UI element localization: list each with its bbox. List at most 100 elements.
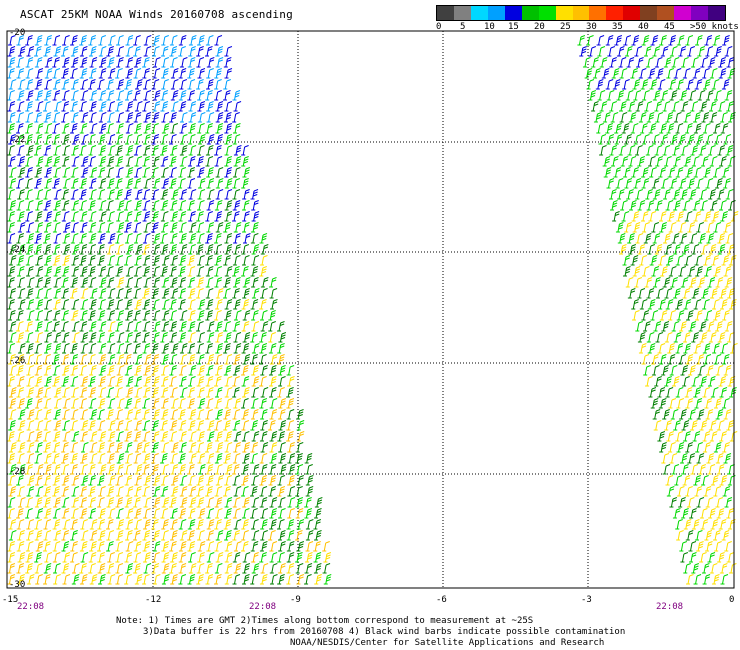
wind-barb (188, 552, 196, 563)
wind-barb (17, 46, 26, 57)
wind-barb (232, 134, 241, 145)
wind-barb (251, 563, 260, 574)
wind-barb (676, 442, 685, 453)
wind-barb (278, 398, 287, 409)
wind-barb (16, 354, 25, 365)
wind-barb (664, 332, 673, 343)
wind-barb (178, 464, 186, 475)
wind-barb (34, 365, 43, 376)
wind-barb (717, 233, 726, 244)
wind-barb (187, 57, 196, 68)
wind-barb (634, 46, 643, 57)
legend-label: 25 (560, 22, 571, 32)
wind-barb (313, 563, 322, 574)
wind-barb (71, 486, 80, 497)
wind-barb (224, 211, 233, 222)
wind-barb (641, 167, 649, 178)
wind-barb (698, 233, 706, 244)
wind-barb (79, 244, 88, 255)
wind-barb (187, 90, 196, 101)
wind-barb (179, 310, 188, 321)
wind-barb (259, 266, 267, 277)
wind-barb (34, 431, 43, 442)
wind-barb (205, 299, 214, 310)
wind-barb (205, 563, 213, 574)
wind-barb (633, 178, 642, 189)
wind-barb (655, 68, 664, 79)
wind-barb (89, 574, 98, 585)
wind-barb (214, 277, 223, 288)
wind-barb (80, 112, 89, 123)
wind-barb (214, 376, 222, 387)
wind-barb (34, 343, 43, 354)
wind-barb (34, 497, 43, 508)
wind-barb (178, 167, 187, 178)
wind-barb (8, 398, 17, 409)
wind-barb (680, 101, 689, 112)
note-line: 3)Data buffer is 22 hrs from 20160708 4)… (143, 627, 626, 637)
wind-barb (658, 167, 667, 178)
wind-barb (16, 453, 25, 464)
wind-barb (726, 420, 735, 431)
wind-barb (16, 123, 24, 134)
wind-barb (637, 244, 646, 255)
wind-barb (722, 310, 730, 321)
wind-barb (232, 508, 241, 519)
wind-barb (43, 365, 52, 376)
wind-barb (205, 145, 214, 156)
wind-barb (188, 376, 196, 387)
wind-barb (52, 508, 61, 519)
legend-label: 35 (612, 22, 623, 32)
wind-barb (223, 343, 231, 354)
wind-barb (26, 365, 35, 376)
wind-barb (26, 431, 35, 442)
wind-barb (151, 442, 159, 453)
wind-barb (17, 288, 26, 299)
wind-barb (637, 288, 646, 299)
wind-barb (169, 145, 178, 156)
wind-barb (7, 145, 15, 156)
wind-barb (251, 321, 260, 332)
wind-barb (637, 332, 646, 343)
legend-swatch (572, 6, 590, 20)
wind-barb (690, 145, 699, 156)
wind-barb (691, 288, 700, 299)
wind-barb (62, 233, 71, 244)
wind-barb (287, 508, 295, 519)
wind-barb (80, 266, 88, 277)
wind-barb (706, 453, 715, 464)
wind-barb (205, 574, 214, 585)
wind-barb (269, 574, 278, 585)
wind-barb (106, 409, 114, 420)
wind-barb (233, 398, 242, 409)
wind-barb (232, 376, 240, 387)
wind-barb (196, 376, 205, 387)
wind-barb (224, 387, 233, 398)
wind-barb (654, 57, 663, 68)
wind-barb (242, 167, 251, 178)
wind-barb (269, 453, 278, 464)
wind-barb (649, 79, 658, 90)
wind-barb (223, 277, 231, 288)
wind-barb (44, 35, 52, 46)
wind-barb (693, 299, 702, 310)
wind-barb (649, 167, 657, 178)
wind-barb (160, 266, 168, 277)
wind-barb (657, 79, 666, 90)
wind-barb (79, 35, 87, 46)
lon-label: -6 (436, 595, 447, 605)
wind-barb (705, 134, 713, 145)
wind-barb (643, 321, 651, 332)
wind-barb (645, 145, 654, 156)
wind-barb (188, 189, 197, 200)
wind-barb (133, 497, 141, 508)
wind-barb (79, 255, 87, 266)
wind-barb (631, 35, 640, 46)
wind-barb (115, 233, 123, 244)
wind-barb (80, 420, 89, 431)
wind-barb (62, 420, 70, 431)
wind-barb (134, 354, 143, 365)
wind-barb (8, 321, 17, 332)
wind-barb (710, 475, 719, 486)
lon-label: -3 (581, 595, 592, 605)
